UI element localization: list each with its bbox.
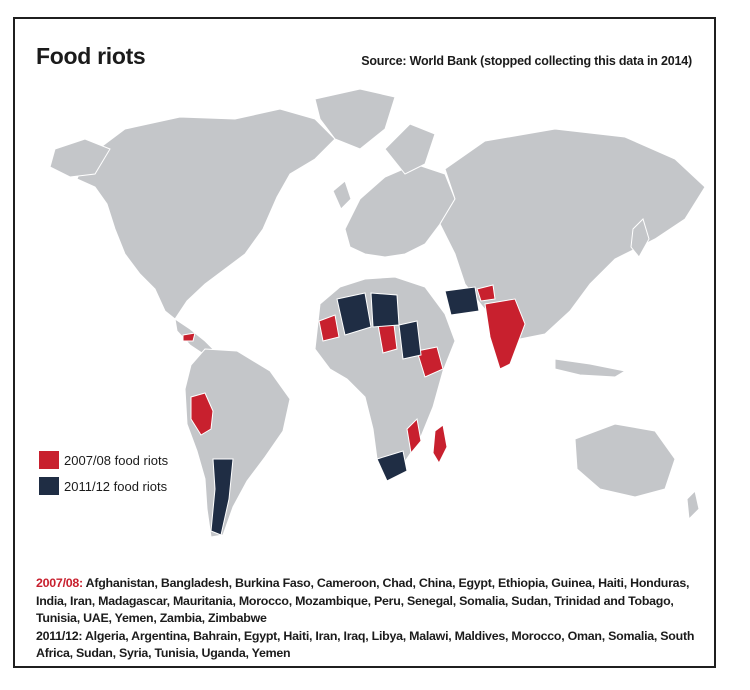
legend-swatch-2007 bbox=[39, 451, 59, 469]
australia bbox=[574, 423, 676, 498]
notes-2007-label: 2007/08: bbox=[36, 576, 83, 590]
legend-item-2007: 2007/08 food riots bbox=[39, 447, 168, 473]
madagascar bbox=[432, 424, 448, 465]
honduras bbox=[182, 332, 196, 342]
ethiopia bbox=[416, 346, 444, 378]
scandinavia bbox=[384, 123, 436, 175]
argentina bbox=[210, 458, 234, 536]
mauritania bbox=[318, 314, 340, 342]
legend-item-2011: 2011/12 food riots bbox=[39, 473, 168, 499]
peru bbox=[190, 392, 214, 436]
notes-2007: 2007/08: Afghanistan, Bangladesh, Burkin… bbox=[36, 575, 696, 628]
legend-label-2007: 2007/08 food riots bbox=[64, 452, 169, 468]
notes-2011-label: 2011/12: bbox=[36, 628, 83, 643]
alaska bbox=[49, 138, 111, 178]
source-note: Source: World Bank (stopped collecting t… bbox=[361, 54, 692, 68]
world-map bbox=[49, 88, 706, 538]
notes-2011: 2011/12: Algeria, Argentina, Bahrain, Eg… bbox=[36, 628, 696, 663]
sudan bbox=[398, 320, 422, 360]
legend-swatch-2011 bbox=[39, 477, 59, 495]
europe bbox=[344, 163, 456, 258]
notes-2011-countries: Algeria, Argentina, Bahrain, Egypt, Hait… bbox=[36, 628, 695, 661]
japan bbox=[630, 218, 650, 258]
south-africa bbox=[376, 450, 408, 482]
chart-frame: Food riots Source: World Bank (stopped c… bbox=[13, 17, 716, 668]
north-america bbox=[76, 108, 336, 320]
indonesia bbox=[554, 358, 627, 378]
mozambique bbox=[406, 417, 422, 455]
libya bbox=[370, 292, 400, 328]
india bbox=[484, 298, 526, 370]
greenland bbox=[314, 88, 396, 150]
algeria bbox=[336, 292, 372, 336]
asia bbox=[439, 128, 706, 340]
uk bbox=[332, 180, 352, 210]
legend: 2007/08 food riots 2011/12 food riots bbox=[39, 447, 168, 499]
map-title: Food riots bbox=[36, 43, 146, 69]
iran bbox=[444, 286, 480, 316]
legend-label-2011: 2011/12 food riots bbox=[64, 478, 168, 494]
new-zealand bbox=[686, 490, 700, 521]
notes-2007-countries: Afghanistan, Bangladesh, Burkina Faso, C… bbox=[36, 576, 690, 625]
country-notes: 2007/08: Afghanistan, Bangladesh, Burkin… bbox=[36, 575, 696, 663]
south-america bbox=[184, 348, 291, 538]
afghanistan bbox=[476, 284, 496, 302]
